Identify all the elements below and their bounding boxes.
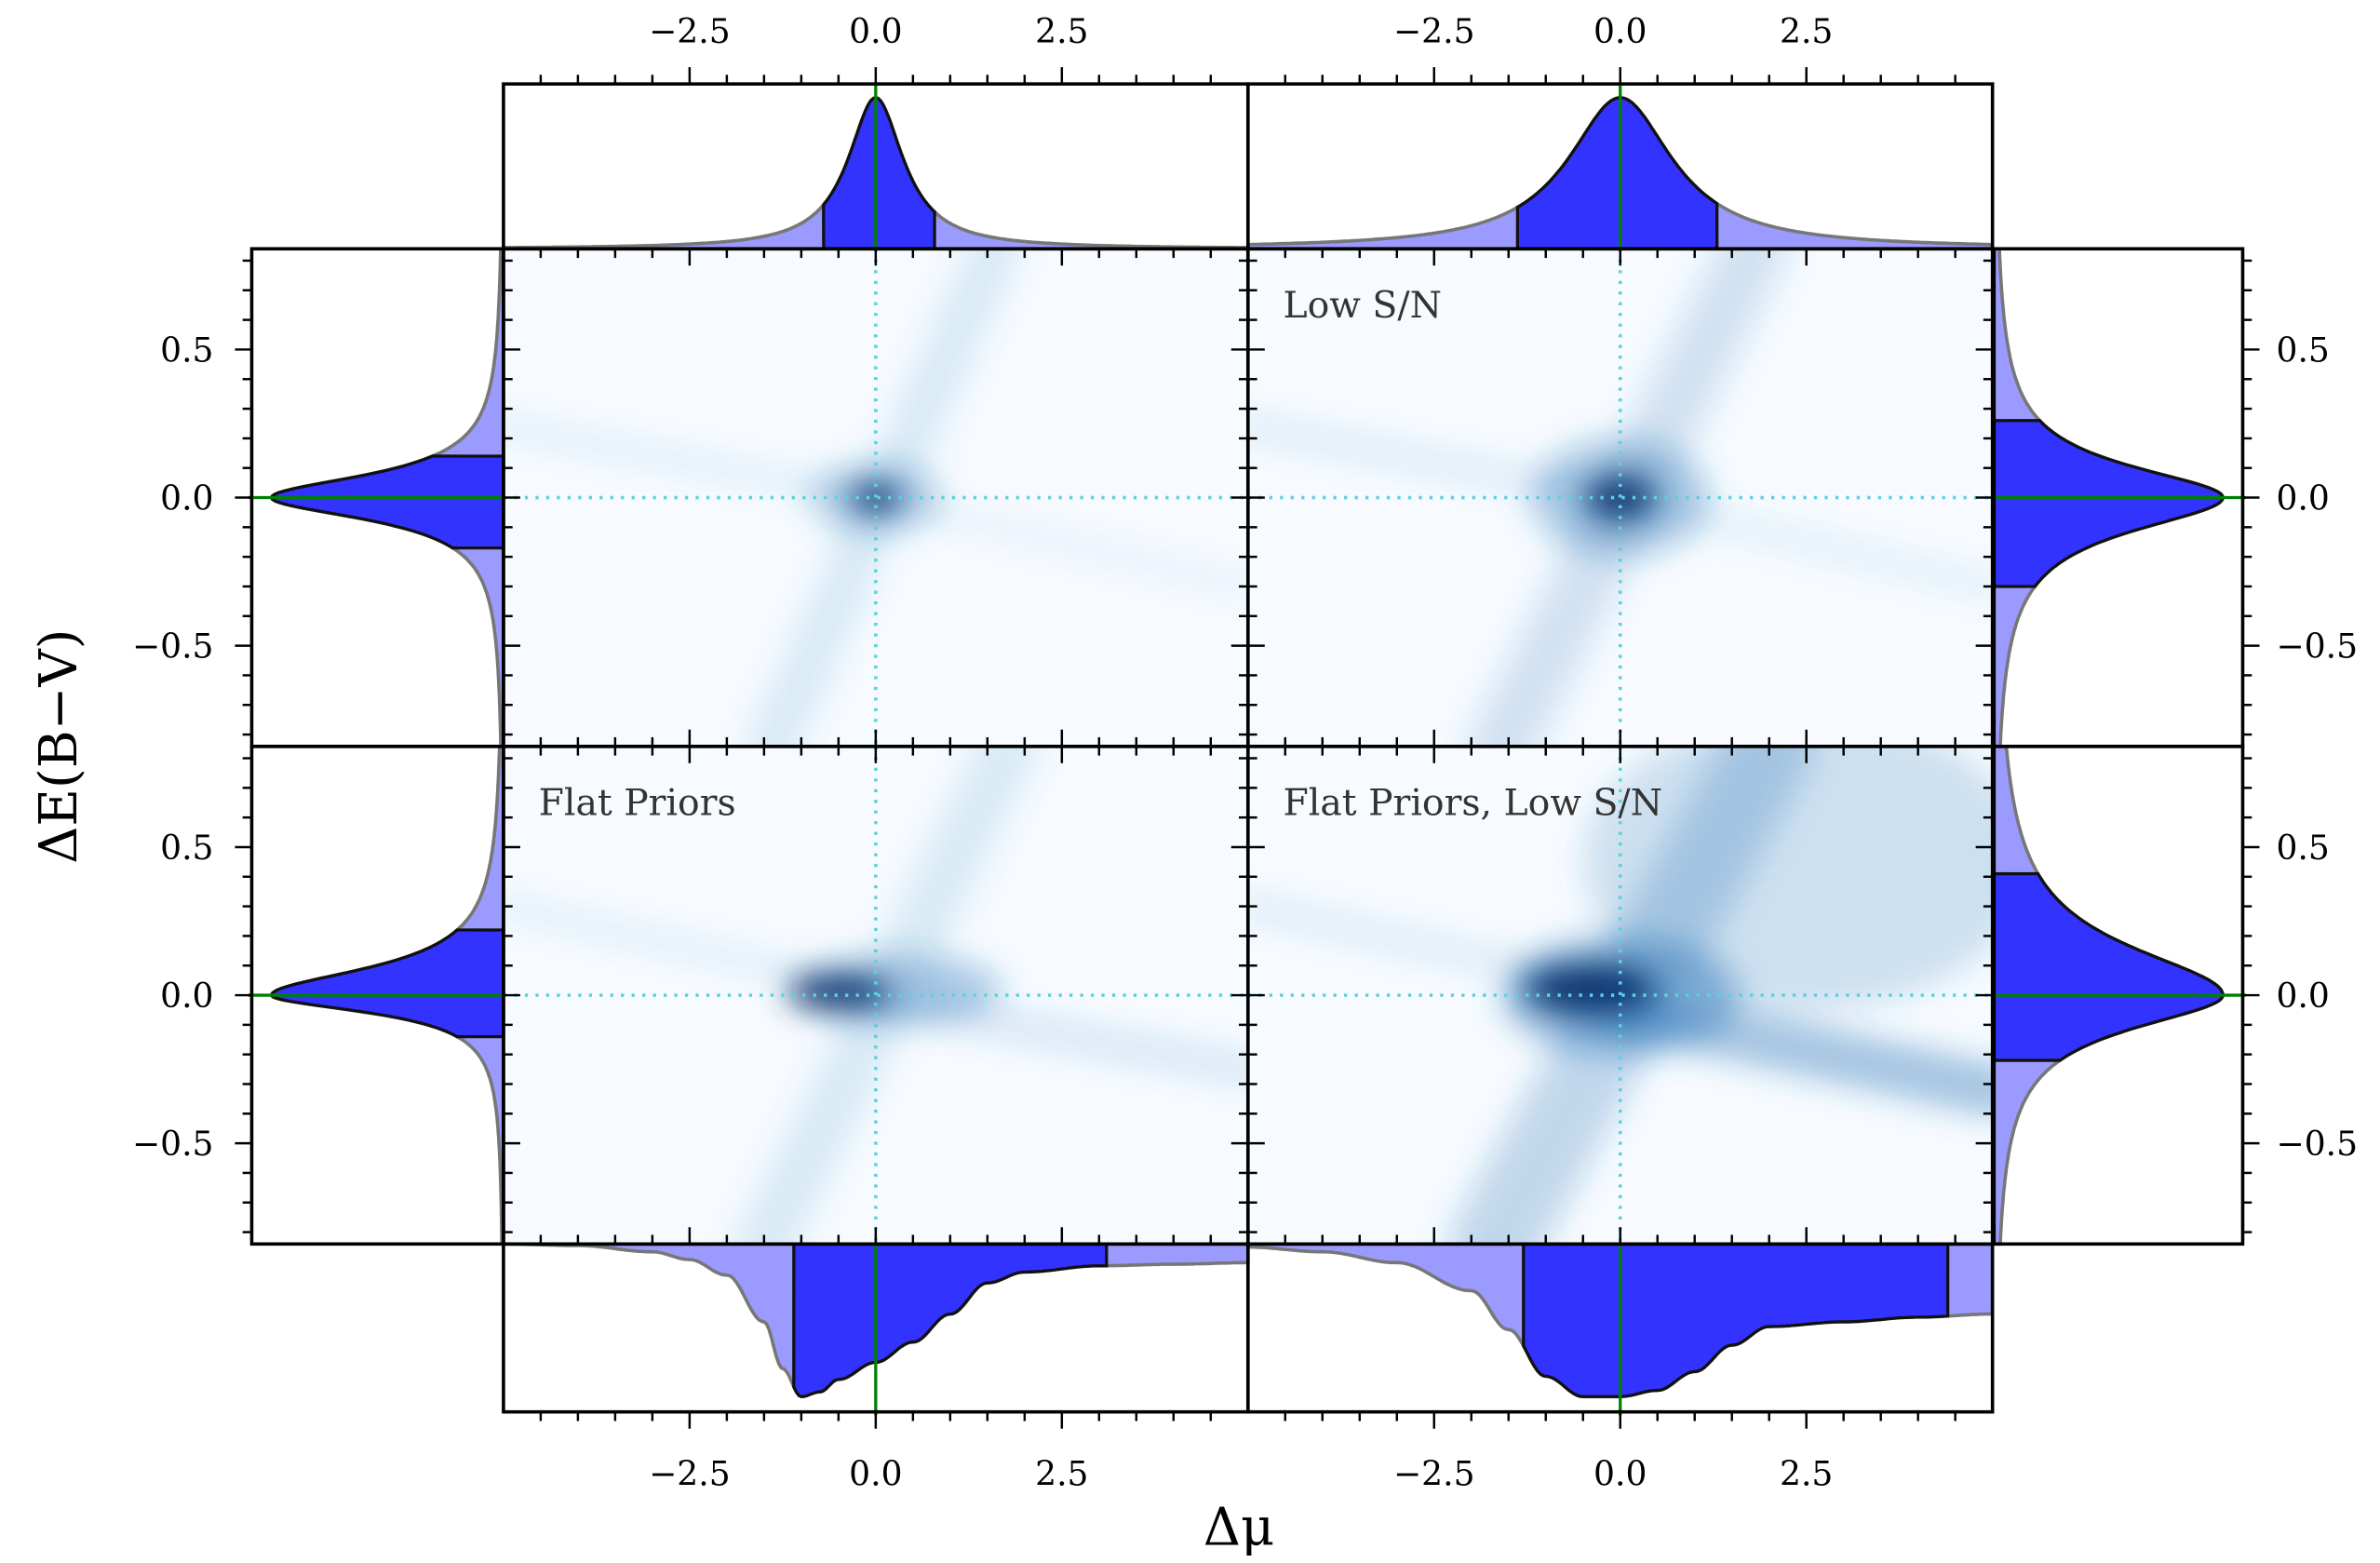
heatmap-peak [1523,963,1658,1017]
x-tick-label: 2.5 [1035,12,1088,51]
y-tick-label: 0.5 [2277,829,2330,868]
heatmap-ridge [866,488,1248,596]
panel-label: Low S/N [1283,284,1442,327]
heatmap-density [503,249,1248,747]
heatmap-density [503,746,1248,1245]
panel-label: Flat Priors, Low S/N [1283,782,1662,825]
x-tick-label: 0.0 [1593,1454,1647,1493]
heatmap-2: Flat Priors [503,746,1248,1245]
y-tick-label: 0.0 [2277,479,2330,519]
x-tick-label: 2.5 [1780,12,1833,51]
y-tick-label: 0.5 [2277,331,2330,371]
x-axis-label: Δμ [1203,1497,1274,1557]
x-tick-label: −2.5 [1393,1454,1475,1493]
x-tick-label: 0.0 [849,12,902,51]
x-tick-label: 0.0 [1593,12,1647,51]
heatmap-0 [503,249,1248,747]
marginal-y-right-1 [1992,247,2246,748]
marginal-y-left-0 [248,247,505,748]
marginal-x-top-1 [1245,82,1995,251]
marginal-credible-interval [1522,1242,1950,1398]
x-tick-label: 2.5 [1780,1454,1833,1493]
y-tick-label: 0.0 [160,479,213,519]
marginal-credible-interval [1992,419,2225,588]
marginal-y-left-2 [248,744,505,1246]
marginal-credible-interval [792,1242,1109,1398]
marginal-credible-interval [270,928,505,1039]
x-tick-label: 2.5 [1035,1454,1088,1493]
heatmap-1: Low S/N [1247,249,1993,747]
frame-heatmap [1245,744,1995,1246]
marginal-x-bottom-3 [1245,1242,1995,1416]
heatmap-density [1247,746,1993,1245]
y-tick-label: −0.5 [2277,1125,2359,1164]
panel-label: Flat Priors [539,782,736,825]
y-axis-label: ΔE(B−V) [29,629,89,864]
y-tick-label: −0.5 [132,1125,214,1164]
y-tick-label: 0.0 [2277,977,2330,1016]
marginal-credible-interval [1992,871,2225,1062]
y-tick-label: −0.5 [132,627,214,667]
marginal-credible-interval [1515,96,1719,250]
marginal-credible-interval [270,454,505,550]
x-tick-label: 0.0 [849,1454,902,1493]
marginal-y-right-3 [1992,744,2246,1246]
marginal-credible-interval [822,96,936,250]
marginal-x-bottom-2 [503,1242,1250,1416]
heatmap-peak [786,974,891,1010]
x-tick-label: −2.5 [649,1454,731,1493]
y-tick-label: 0.5 [160,829,213,868]
y-tick-label: −0.5 [2277,627,2359,667]
y-tick-label: 0.0 [160,977,213,1016]
x-tick-label: −2.5 [1393,12,1475,51]
x-tick-label: −2.5 [649,12,731,51]
y-tick-label: 0.5 [160,331,213,371]
marginal-x-top-0 [502,82,1250,251]
heatmap-3: Flat Priors, Low S/N [1247,746,1993,1245]
